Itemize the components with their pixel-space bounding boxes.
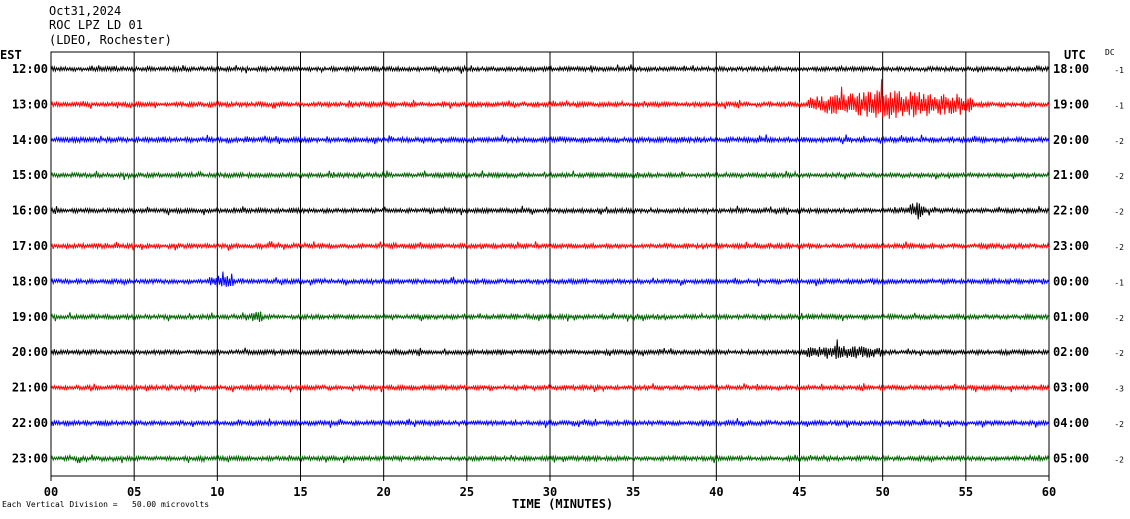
trace-1600 bbox=[50, 202, 1050, 220]
trace-2300 bbox=[50, 453, 1050, 464]
right-timezone-label: UTC bbox=[1064, 48, 1086, 62]
trace-2100 bbox=[50, 383, 1050, 393]
trace-1500 bbox=[50, 170, 1050, 180]
x-tick-label: 55 bbox=[959, 485, 973, 499]
utc-hour-label: 04:00 bbox=[1053, 416, 1089, 430]
dc-offset-label: -1 bbox=[1114, 278, 1124, 287]
utc-hour-label: 22:00 bbox=[1053, 204, 1089, 218]
utc-hour-label: 21:00 bbox=[1053, 168, 1089, 182]
x-tick-label: 35 bbox=[626, 485, 640, 499]
station-code: ROC LPZ LD 01 bbox=[49, 18, 143, 32]
x-axis-title: TIME (MINUTES) bbox=[512, 497, 614, 511]
est-hour-label: 15:00 bbox=[12, 168, 48, 182]
utc-hour-label: 20:00 bbox=[1053, 133, 1089, 147]
dc-offset-label: -2 bbox=[1114, 314, 1124, 323]
dc-offset-label: -1 bbox=[1114, 101, 1124, 110]
dc-offset-label: -2 bbox=[1114, 420, 1124, 429]
utc-hour-label: 03:00 bbox=[1053, 381, 1089, 395]
dc-offset-label: -3 bbox=[1114, 385, 1124, 394]
dc-offset-label: -2 bbox=[1114, 455, 1124, 464]
dc-offset-label: -2 bbox=[1114, 137, 1124, 146]
est-hour-label: 16:00 bbox=[12, 204, 48, 218]
dc-column-header: DC bbox=[1105, 48, 1115, 57]
x-tick-label: 45 bbox=[792, 485, 806, 499]
x-tick-label: 60 bbox=[1042, 485, 1056, 499]
vertical-division-note: Each Vertical Division = 50.00 microvolt… bbox=[2, 500, 210, 509]
x-tick-label: 20 bbox=[376, 485, 390, 499]
utc-hour-label: 18:00 bbox=[1053, 62, 1089, 76]
est-hour-label: 19:00 bbox=[12, 310, 48, 324]
x-tick-label: 50 bbox=[875, 485, 889, 499]
est-hour-label: 22:00 bbox=[12, 416, 48, 430]
trace-1800 bbox=[50, 271, 1050, 288]
est-hour-label: 23:00 bbox=[12, 451, 48, 465]
x-tick-label: 00 bbox=[44, 485, 58, 499]
utc-hour-label: 02:00 bbox=[1053, 345, 1089, 359]
est-hour-label: 14:00 bbox=[12, 133, 48, 147]
utc-hour-label: 19:00 bbox=[1053, 97, 1089, 111]
trace-1400 bbox=[50, 134, 1050, 145]
est-hour-label: 12:00 bbox=[12, 62, 48, 76]
est-hour-label: 21:00 bbox=[12, 381, 48, 395]
trace-1700 bbox=[50, 241, 1050, 251]
x-tick-label: 25 bbox=[460, 485, 474, 499]
dc-offset-label: -2 bbox=[1114, 349, 1124, 358]
x-tick-label: 15 bbox=[293, 485, 307, 499]
x-tick-label: 05 bbox=[127, 485, 141, 499]
utc-hour-label: 05:00 bbox=[1053, 451, 1089, 465]
x-tick-label: 30 bbox=[543, 485, 557, 499]
utc-hour-label: 23:00 bbox=[1053, 239, 1089, 253]
trace-2000 bbox=[50, 339, 1050, 360]
est-hour-label: 18:00 bbox=[12, 274, 48, 288]
trace-1200 bbox=[50, 64, 1050, 75]
x-tick-label: 40 bbox=[709, 485, 723, 499]
trace-2200 bbox=[50, 418, 1050, 428]
record-date: Oct31,2024 bbox=[49, 4, 122, 18]
dc-offset-label: -2 bbox=[1114, 243, 1124, 252]
dc-offset-label: -2 bbox=[1114, 208, 1124, 217]
x-tick-label: 10 bbox=[210, 485, 224, 499]
dc-offset-label: -2 bbox=[1114, 172, 1124, 181]
left-timezone-label: EST bbox=[0, 48, 22, 62]
est-hour-label: 13:00 bbox=[12, 97, 48, 111]
trace-1300 bbox=[50, 79, 1050, 119]
est-hour-label: 17:00 bbox=[12, 239, 48, 253]
utc-hour-label: 01:00 bbox=[1053, 310, 1089, 324]
trace-1900 bbox=[50, 311, 1050, 323]
est-hour-label: 20:00 bbox=[12, 345, 48, 359]
utc-hour-label: 00:00 bbox=[1053, 274, 1089, 288]
network-name: (LDEO, Rochester) bbox=[49, 33, 172, 47]
dc-offset-label: -1 bbox=[1114, 66, 1124, 75]
